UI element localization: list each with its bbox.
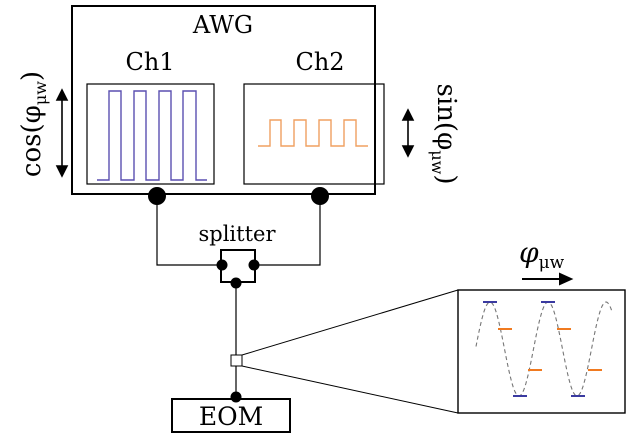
- ch2-waveform: [258, 119, 368, 147]
- phi-label-main: φ: [519, 236, 539, 269]
- cos-amplitude-arrow: [55, 88, 69, 178]
- phi-label: φμw: [519, 236, 565, 273]
- splitter-input-left: [216, 259, 228, 271]
- phi-direction-arrow: [522, 272, 574, 286]
- cos-label-close: ): [17, 71, 47, 81]
- zoom-marker: [230, 354, 243, 367]
- zoom-line-bottom: [241, 365, 459, 414]
- cos-label: cos(φμw): [17, 71, 50, 177]
- phi-label-sub: μw: [539, 253, 565, 273]
- ch2-screen: [243, 83, 385, 185]
- eom-box: [171, 398, 291, 433]
- zoom-line-top: [241, 289, 459, 356]
- sin-amplitude-arrow: [401, 108, 415, 158]
- ch1-waveform: [97, 90, 207, 181]
- cos-label-main: cos(φ: [17, 105, 47, 177]
- eom-label: EOM: [199, 402, 263, 431]
- cos-label-sub: μw: [31, 81, 50, 105]
- splitter-label: splitter: [199, 222, 277, 246]
- eom-input-connector: [230, 391, 242, 403]
- ch1-screen: [86, 83, 215, 185]
- sin-label-main: sin(φ: [431, 83, 461, 150]
- inset-box: [457, 289, 626, 414]
- inset-orange-markers: [498, 328, 602, 371]
- ch1-label: Ch1: [125, 48, 174, 76]
- inset-dashed-sine: [475, 301, 613, 397]
- ch1-cable: [156, 196, 222, 266]
- sin-label-sub: μw: [428, 150, 447, 174]
- sin-label: sin(φμw): [428, 83, 461, 184]
- splitter-input-right: [248, 259, 260, 271]
- awg-label: AWG: [192, 11, 253, 39]
- awg-box: [71, 5, 376, 195]
- ch2-label: Ch2: [295, 48, 344, 76]
- inset-blue-markers: [483, 301, 585, 397]
- sin-label-close: ): [431, 174, 461, 184]
- ch2-cable: [254, 196, 321, 266]
